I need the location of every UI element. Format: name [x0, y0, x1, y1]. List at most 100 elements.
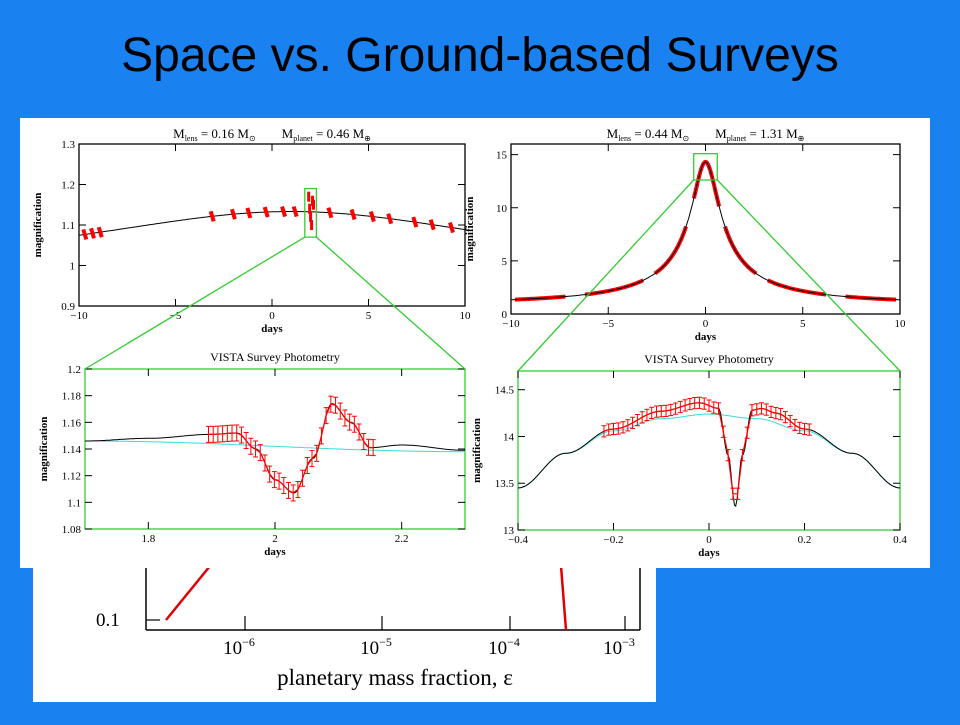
y-axis-label: magnification	[471, 418, 483, 483]
title-lens-sym: ⊙	[682, 134, 689, 143]
x-tick-label: −5	[602, 318, 614, 330]
panel-top-left: −10 −5 0 5 100.911.11.21.3daysmagnificationM…	[32, 126, 471, 335]
x-tick-label: 0	[706, 534, 712, 546]
background-x-tick-label: 10−3	[603, 635, 635, 659]
y-tick-label: 1.16	[62, 417, 82, 429]
y-tick-label: 15	[496, 150, 508, 162]
x-tick-label: 0.4	[893, 534, 907, 546]
y-tick-label: 1.14	[62, 444, 82, 456]
data-point	[411, 216, 419, 228]
y-tick-label: 14	[503, 431, 515, 443]
title-lens-label: M	[607, 126, 619, 141]
chart-title: Mlens = 0.16 M⊙ Mplanet = 0.46 M⊕	[173, 126, 371, 143]
model-curve	[78, 211, 466, 236]
tick-exponent: −6	[242, 635, 255, 649]
tick-base: 10	[223, 638, 242, 659]
background-x-ticks: 10−6 10−5 10−4 10−3	[223, 616, 635, 659]
y-tick-label: 13	[503, 525, 515, 537]
x-tick-label: 2	[272, 533, 278, 545]
title-lens-sym: ⊙	[249, 134, 256, 143]
title-planet-val: = 0.46 M	[313, 126, 365, 141]
data-point	[428, 219, 436, 231]
background-x-label: planetary mass fraction, ε	[277, 665, 513, 690]
data-point	[280, 205, 287, 218]
tick-base: 10	[603, 638, 622, 659]
title-lens-val: = 0.16 M	[198, 126, 250, 141]
y-tick-label: 0.9	[61, 301, 75, 313]
zoom-box	[693, 153, 718, 181]
title-planet-sub: planet	[293, 134, 313, 143]
x-tick-label: 5	[366, 310, 372, 322]
data-point	[349, 208, 357, 221]
y-axis-label: magnification	[32, 193, 44, 258]
title-planet-sub: planet	[727, 134, 747, 143]
title-lens-val: = 0.44 M	[631, 126, 683, 141]
title-planet-val: = 1.31 M	[746, 126, 798, 141]
data-series	[603, 402, 810, 495]
x-axis-label: days	[698, 547, 720, 559]
y-axis-label: magnification	[38, 417, 50, 482]
data-point	[326, 207, 334, 219]
x-axis-label: days	[695, 331, 717, 343]
slide-title: Space vs. Ground-based Surveys	[121, 29, 839, 82]
y-tick-label: 0	[502, 309, 508, 321]
title-planet-label: M	[715, 126, 727, 141]
y-tick-label: 1.08	[62, 524, 82, 536]
data-point	[208, 210, 216, 222]
title-planet-sym: ⊕	[364, 134, 371, 143]
zoom-connector-lines	[84, 179, 901, 372]
background-y-tick-label: 0.1	[96, 610, 120, 631]
data-point	[96, 226, 104, 238]
data-point	[291, 205, 299, 218]
background-chart-panel	[33, 560, 656, 702]
title-planet-sym: ⊕	[798, 134, 805, 143]
main-figure-panel	[20, 118, 930, 568]
tick-base: 10	[360, 638, 379, 659]
model-curve	[510, 161, 901, 301]
x-tick-label: 0.2	[798, 534, 812, 546]
y-tick-label: 1.2	[61, 180, 75, 192]
x-axis-label: days	[264, 546, 286, 558]
x-tick-label: −10	[70, 310, 88, 322]
data-series	[208, 403, 374, 494]
data-point	[245, 207, 253, 219]
chart-title: VISTA Survey Photometry	[210, 350, 340, 364]
background-series-left	[165, 565, 211, 621]
panel-bottom-left: 1.8 2 2.2 1.08 1.1 1.12 1.14 1.16 1.18 1.2 days mag…	[38, 350, 466, 558]
tick-exponent: −3	[622, 635, 635, 649]
background-x-tick-label: 10−6	[223, 635, 255, 659]
x-tick-label: 10	[895, 318, 907, 330]
x-axis-label: days	[261, 323, 283, 335]
y-tick-label: 1.2	[67, 364, 81, 376]
x-tick-label: −0.4	[508, 534, 528, 546]
y-tick-label: 13.5	[495, 478, 515, 490]
background-chart: 0.1 10−6 10−5 10−4 10−3 planetary mass frac…	[33, 560, 656, 702]
background-x-tick-label: 10−5	[360, 635, 392, 659]
data-point	[386, 213, 394, 225]
panel-top-right: −10 −5 0 5 10 0 5 10 15 days magnification Mlens = …	[464, 126, 906, 343]
y-tick-label: 1.18	[62, 391, 82, 403]
x-tick-label: 0	[269, 310, 275, 322]
tick-exponent: −5	[379, 635, 392, 649]
title-planet-label: M	[282, 126, 294, 141]
x-tick-label: −10	[502, 318, 520, 330]
zoom-connector	[517, 179, 695, 372]
data-point	[448, 221, 455, 234]
y-tick-label: 1.1	[67, 497, 81, 509]
no-planet-curve	[85, 440, 465, 453]
zoom-box	[304, 187, 318, 238]
y-axis-label: magnification	[464, 197, 476, 262]
data-point	[368, 210, 376, 223]
tick-exponent: −4	[507, 635, 520, 649]
chart-title: Mlens = 0.44 M⊙ Mplanet = 1.31 M⊕	[607, 126, 805, 143]
x-tick-label: 1.8	[141, 533, 155, 545]
y-tick-label: 1	[70, 261, 76, 273]
x-tick-label: 10	[460, 310, 472, 322]
y-tick-label: 10	[496, 203, 508, 215]
panel-bottom-right: −0.4 −0.2 0 0.2 0.4 13 13.5 14 14.5 days magnifica…	[471, 352, 907, 559]
data-point	[81, 228, 89, 241]
y-tick-label: 5	[502, 256, 508, 268]
background-x-tick-label: 10−4	[488, 635, 520, 659]
data-point	[262, 206, 270, 218]
